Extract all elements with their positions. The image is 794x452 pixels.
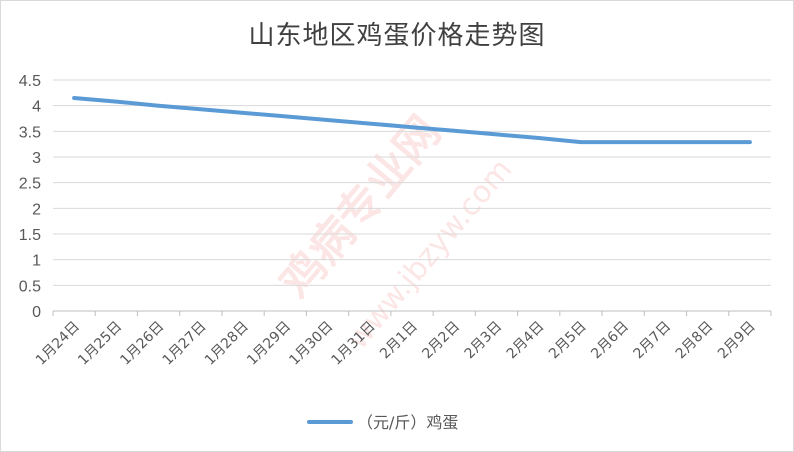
x-axis: 1月24日1月25日1月26日1月27日1月28日1月29日1月30日1月31日… <box>33 310 772 369</box>
y-axis: 0 0.5 1 1.5 2 2.5 3 3.5 4 4.5 <box>19 73 41 321</box>
x-tick-label: 1月25日 <box>75 319 125 369</box>
x-tick-label: 1月26日 <box>117 319 167 369</box>
series-line <box>72 96 752 145</box>
legend-label: （元/斤）鸡蛋 <box>357 413 458 432</box>
x-tick-label: 1月30日 <box>286 319 336 369</box>
x-tick-label: 2月7日 <box>631 319 675 363</box>
x-tick-label: 2月6日 <box>588 319 632 363</box>
legend: （元/斤）鸡蛋 <box>307 413 458 432</box>
y-tick-label: 1.5 <box>19 227 41 244</box>
y-tick-label: 3.5 <box>19 124 41 141</box>
y-tick-label: 2 <box>32 201 41 218</box>
y-tick-label: 3 <box>32 150 41 167</box>
y-tick-label: 0.5 <box>19 278 41 295</box>
x-tick-label: 2月9日 <box>715 319 759 363</box>
y-tick-label: 2.5 <box>19 176 41 193</box>
y-tick-label: 4 <box>32 99 41 116</box>
x-tick-label: 1月28日 <box>202 319 252 369</box>
x-tick-label: 1月24日 <box>33 319 83 369</box>
x-tick-label: 1月27日 <box>160 319 210 369</box>
x-tick-label: 1月29日 <box>244 319 294 369</box>
x-tick-label: 2月8日 <box>673 319 717 363</box>
gridlines <box>53 79 771 312</box>
x-tick-label: 2月2日 <box>419 319 463 363</box>
x-tick-label: 2月4日 <box>504 319 548 363</box>
series-lines <box>72 96 752 145</box>
y-tick-label: 4.5 <box>19 73 41 90</box>
x-tick-label: 2月5日 <box>546 319 590 363</box>
x-tick-label: 2月3日 <box>462 319 506 363</box>
y-tick-label: 0 <box>32 304 41 321</box>
chart-title: 山东地区鸡蛋价格走势图 <box>248 21 546 51</box>
y-tick-label: 1 <box>32 253 41 270</box>
